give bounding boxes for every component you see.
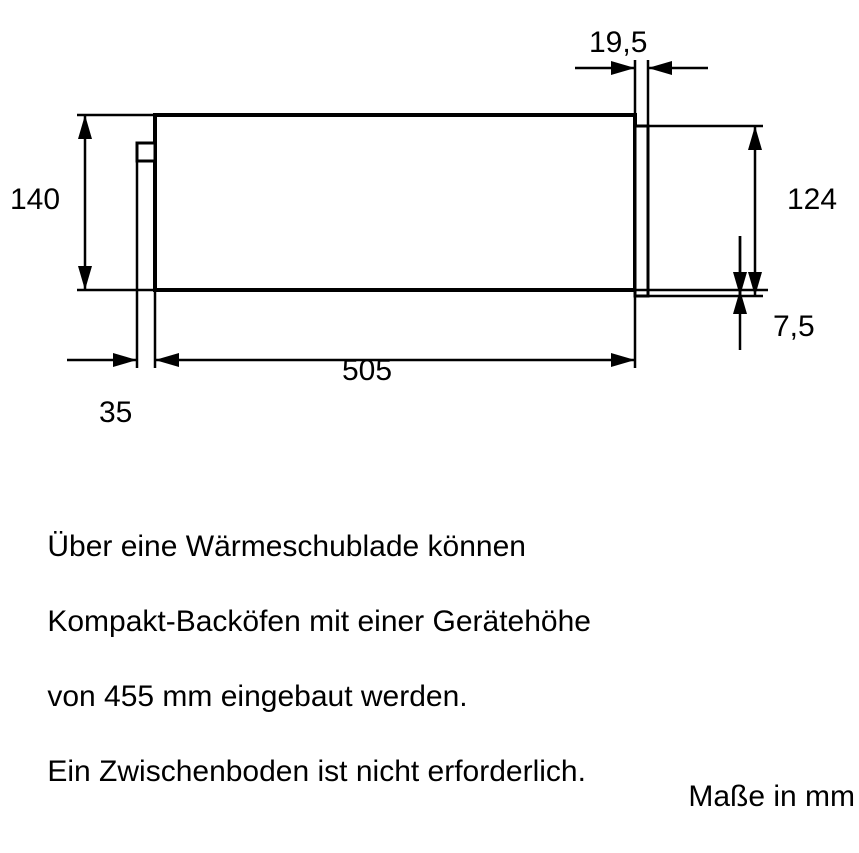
svg-text:35: 35: [99, 396, 132, 429]
caption-line-4: Ein Zwischenboden ist nicht erforderlich…: [47, 755, 586, 788]
svg-text:19,5: 19,5: [589, 26, 647, 59]
svg-text:140: 140: [10, 183, 60, 216]
caption-line-3: von 455 mm eingebaut werden.: [47, 680, 467, 713]
units-note: Maße in mm: [655, 740, 855, 853]
caption-line-2: Kompakt-Backöfen mit einer Gerätehöhe: [47, 605, 591, 638]
svg-text:7,5: 7,5: [773, 310, 815, 343]
svg-text:505: 505: [342, 354, 392, 387]
caption-line-1: Über eine Wärmeschublade können: [47, 530, 526, 563]
svg-text:124: 124: [787, 183, 837, 216]
caption-block: Über eine Wärmeschublade können Kompakt-…: [14, 490, 591, 828]
drawing-canvas: 140 124 7,5 19,5 505 35 Über eine Wärmeschubl…: [0, 0, 859, 790]
units-note-text: Maße in mm: [688, 780, 855, 813]
